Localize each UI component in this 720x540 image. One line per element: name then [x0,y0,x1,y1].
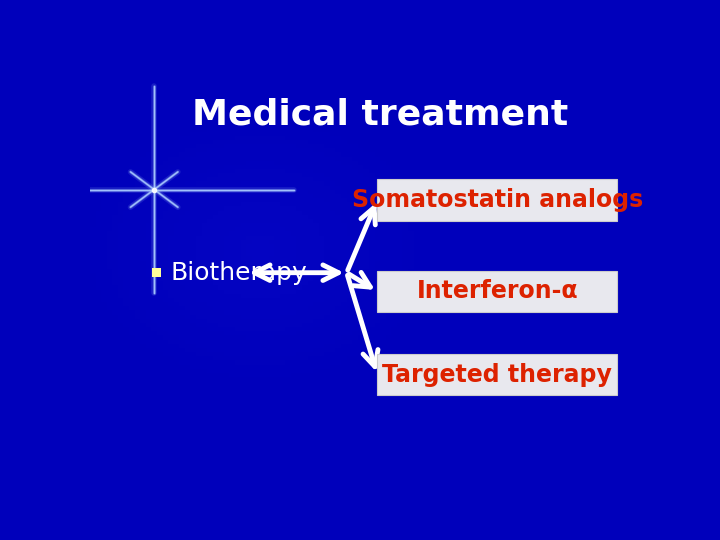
FancyBboxPatch shape [377,354,617,395]
FancyBboxPatch shape [377,179,617,221]
FancyBboxPatch shape [377,271,617,312]
FancyBboxPatch shape [153,268,161,278]
Text: Targeted therapy: Targeted therapy [382,362,612,387]
Text: Somatostatin analogs: Somatostatin analogs [351,188,643,212]
Text: Medical treatment: Medical treatment [192,98,568,132]
Text: Biotherapy: Biotherapy [171,261,307,285]
Text: Interferon-α: Interferon-α [417,279,578,303]
